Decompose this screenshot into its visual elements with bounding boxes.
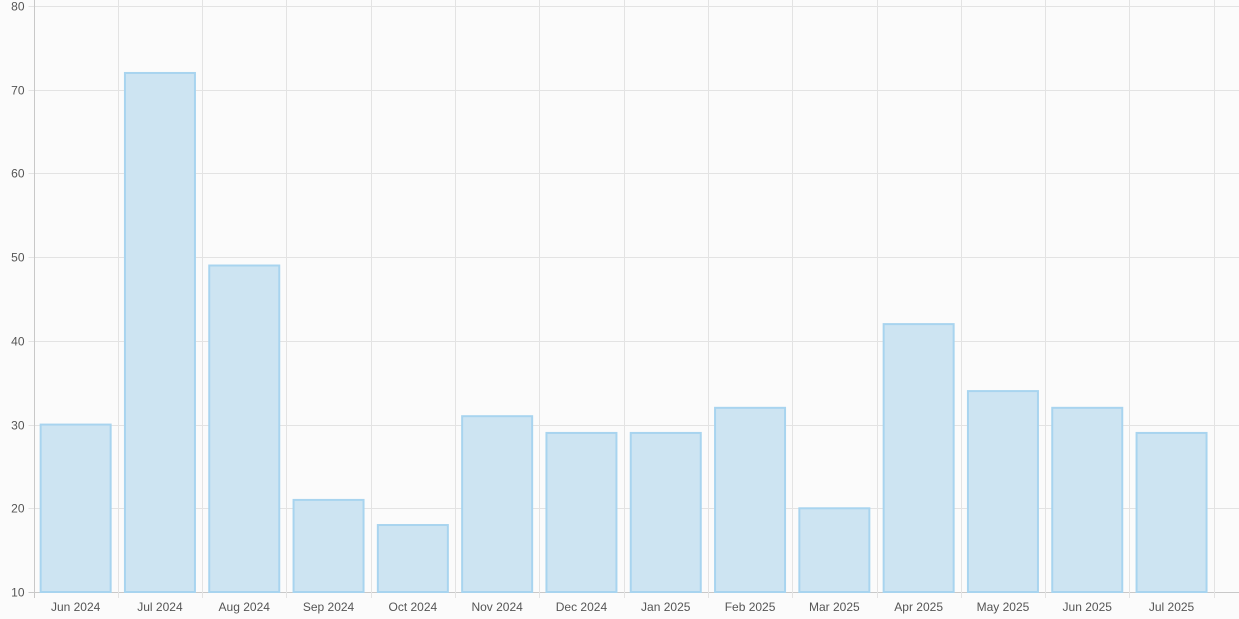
y-tick-label: 50	[11, 251, 25, 265]
bar	[966, 390, 1039, 594]
bar	[292, 498, 365, 593]
bar	[1135, 431, 1208, 594]
bar	[123, 71, 196, 593]
bar	[714, 406, 787, 594]
x-tick-label: Jan 2025	[641, 600, 691, 614]
x-tick-label: Aug 2024	[219, 600, 271, 614]
y-tick-label: 20	[11, 502, 25, 516]
bar	[376, 524, 449, 593]
y-tick-label: 30	[11, 419, 25, 433]
x-tick-label: Dec 2024	[556, 600, 608, 614]
x-tick-label: Mar 2025	[809, 600, 860, 614]
y-tick-label: 80	[11, 0, 25, 14]
y-tick-label: 10	[11, 586, 25, 600]
bar	[798, 507, 871, 593]
x-tick-label: May 2025	[977, 600, 1030, 614]
x-tick-label: Sep 2024	[303, 600, 355, 614]
x-tick-label: Nov 2024	[471, 600, 523, 614]
bar	[39, 423, 112, 594]
bar	[461, 415, 534, 594]
x-tick-label: Jul 2024	[137, 600, 183, 614]
bar	[1051, 406, 1124, 594]
bar	[882, 323, 955, 593]
x-tick-label: Jun 2025	[1063, 600, 1113, 614]
bar	[208, 264, 281, 593]
y-tick-label: 70	[11, 84, 25, 98]
bar	[545, 431, 618, 594]
bar	[629, 431, 702, 594]
x-tick-label: Oct 2024	[388, 600, 437, 614]
y-tick-label: 60	[11, 167, 25, 181]
x-tick-label: Jun 2024	[51, 600, 101, 614]
y-tick-label: 40	[11, 335, 25, 349]
x-tick-label: Apr 2025	[894, 600, 943, 614]
x-tick-label: Feb 2025	[725, 600, 776, 614]
x-tick-label: Jul 2025	[1149, 600, 1195, 614]
